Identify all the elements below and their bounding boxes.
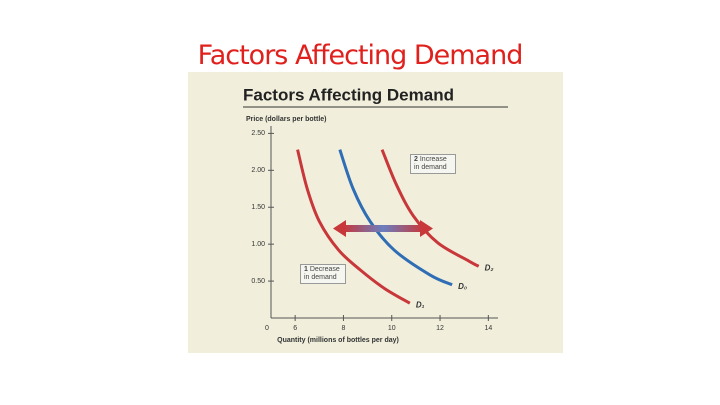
demand-curve [296,149,411,305]
annotation: 1 Decrease in demand [300,264,346,284]
x-tick-label: 6 [293,325,297,332]
y-tick-label: 2.50 [251,130,265,137]
x-tick-label: 8 [341,325,345,332]
series-label: D₀ [458,282,467,291]
y-tick-label: 1.50 [251,204,265,211]
demand-curve [338,149,453,287]
chart-title: Factors Affecting Demand [243,85,454,104]
y-tick-label: 2.00 [251,167,265,174]
origin-label: 0 [265,325,269,332]
y-axis-label: Price (dollars per bottle) [246,116,327,123]
x-axis-label: Quantity (millions of bottles per day) [277,337,399,344]
chart: Factors Affecting Demand Price (dollars … [243,85,508,344]
shift-arrow [333,220,433,237]
chart-image: Factors Affecting Demand Price (dollars … [188,72,563,353]
y-tick-label: 0.50 [251,278,265,285]
x-tick-label: 14 [484,325,492,332]
annotation-marker: 2 [414,156,418,163]
annotation: 2 Increase in demand [410,154,456,174]
x-tick-label: 12 [436,325,444,332]
annotation-marker: 1 [304,266,308,273]
series-label: D₁ [416,300,425,309]
x-tick-label: 10 [388,325,396,332]
slide-title: Factors Affecting Demand [197,40,524,71]
annotation-text: Decrease in demand [304,266,340,281]
y-tick-label: 1.00 [251,241,265,248]
series-label: D₂ [485,263,494,272]
annotation-text: Increase in demand [414,156,447,171]
